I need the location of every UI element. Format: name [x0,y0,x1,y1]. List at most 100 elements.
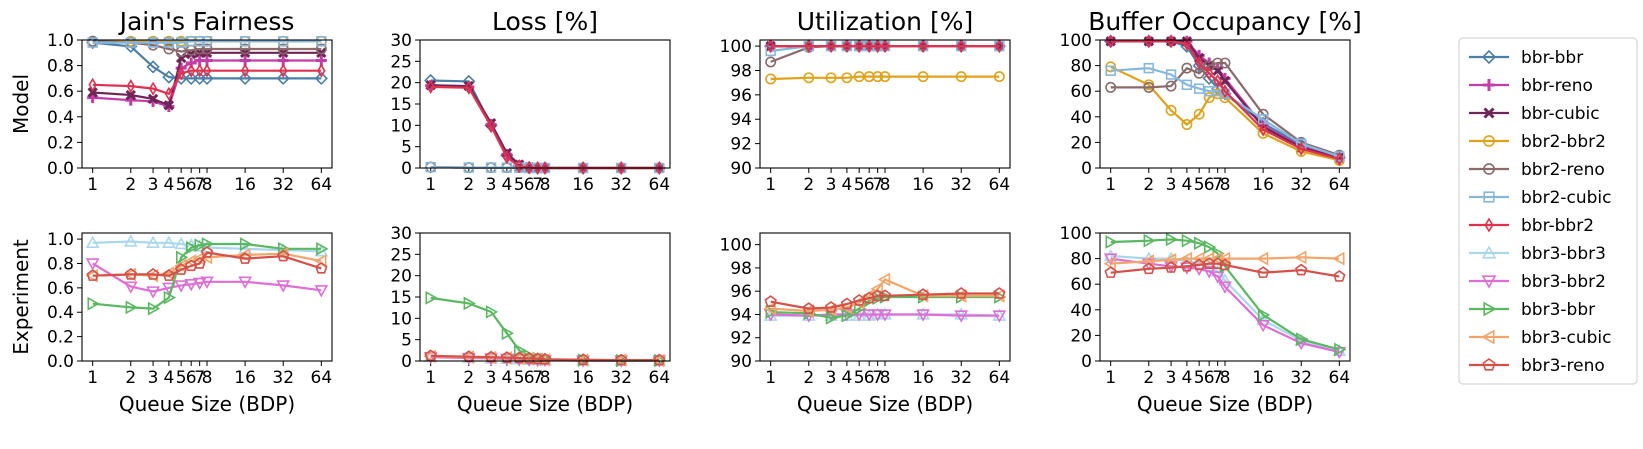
x-tick-label: 8 [1220,368,1231,388]
data-point [1332,346,1347,360]
series-line [92,40,322,44]
legend-label: bbr3-bbr [1521,300,1595,320]
x-tick-label: 3 [486,368,497,388]
y-tick-label: 1.0 [47,31,74,51]
data-point [175,250,189,265]
x-tick-label: 3 [1166,175,1177,195]
data-point [146,267,160,280]
data-point [841,308,855,323]
series-bbr-cubic [425,80,665,174]
series-line [770,295,1000,320]
data-point [1258,122,1268,137]
y-tick-label: 100 [1060,224,1092,244]
series-bbr2-bbr2 [765,71,1005,85]
x-tick-label: 32 [950,368,972,388]
y-tick-label: 20 [1070,133,1092,153]
x-tick-label: 4 [1181,368,1192,388]
legend-entry-bbr3-bbr2: bbr3-bbr2 [1469,272,1606,292]
x-tick-label: 1 [765,368,776,388]
data-point [1104,266,1117,278]
data-point [1105,81,1117,93]
data-point [1165,104,1177,116]
data-point [194,36,205,47]
series-bbr-bbr2 [88,63,326,101]
x-tick-label: 2 [463,175,474,195]
subplot-model-4: Buffer Occupancy [%] 0 20 40 60 80 100 1 2 3 4 5 678… [1060,7,1362,195]
data-point [147,301,161,316]
x-tick-label: 32 [610,368,632,388]
x-tick-label: 6 [186,175,197,195]
data-point [1212,57,1224,69]
x-tick-label: 6 [524,175,535,195]
x-tick-label: 4 [841,368,852,388]
row-label: Experiment [9,239,33,355]
data-point [1105,65,1116,76]
legend-marker [1483,191,1495,203]
data-point [463,296,476,311]
series-line [92,242,322,310]
x-tick-label: 32 [1290,175,1312,195]
x-tick-label: 8 [880,175,891,195]
legend-entry-bbr-reno: bbr-reno [1469,76,1593,96]
y-tick-label: 0.6 [47,279,74,299]
x-tick-label: 32 [610,175,632,195]
data-point [825,311,839,325]
y-tick-label: 15 [390,95,412,115]
data-point [873,39,882,54]
data-point [992,310,1007,323]
data-point [146,60,160,74]
y-tick-label: 90 [730,159,752,179]
legend: bbr-bbr bbr-reno bbr-cubic bbr2-bbr2 bbr2-re… [1458,37,1638,385]
data-point [764,295,777,307]
data-point [1105,36,1116,47]
data-point [1256,266,1270,278]
data-point [1256,319,1270,333]
x-tick-label: 64 [989,368,1011,388]
data-point [877,272,891,287]
data-point [1181,119,1193,130]
y-tick-label: 20 [390,267,412,287]
data-point [852,294,866,306]
data-point [426,79,435,94]
subplot-experiment-4: 0 20 40 60 80 100 1 2 3 4 5 678 16 32 64 Queue Size (BD… [1060,224,1351,416]
y-tick-label: 0 [401,352,412,372]
y-tick-label: 10 [390,116,412,136]
x-tick-label: 2 [1143,368,1154,388]
data-point [85,235,100,248]
x-tick-label: 16 [912,368,934,388]
data-point [123,234,138,247]
data-point [1213,73,1222,89]
data-point [615,353,628,366]
data-point [804,39,814,54]
x-tick-label: 6 [524,368,535,388]
legend-marker [1481,275,1497,289]
series-line [92,40,322,53]
series-bbr3-reno [1104,257,1346,282]
data-point [87,37,98,48]
x-tick-label: 16 [572,368,594,388]
x-tick-label: 4 [841,175,852,195]
data-point [1166,34,1176,49]
legend-entry-bbr2-cubic: bbr2-cubic [1469,188,1612,208]
data-point [540,160,550,176]
y-tick-label: 94 [730,305,752,325]
x-tick-label: 6 [1204,368,1215,388]
x-axis-label: Queue Size (BDP) [457,392,633,416]
y-tick-label: 40 [1070,108,1092,128]
data-point [201,43,213,55]
data-point [765,45,776,57]
x-tick-label: 16 [234,175,256,195]
data-point [1219,57,1231,69]
x-tick-label: 4 [1181,175,1192,195]
y-tick-label: 0.2 [47,133,74,153]
data-point [87,296,100,311]
data-point [238,252,252,264]
data-point [1194,55,1204,71]
legend-entry-bbr3-bbr3: bbr3-bbr3 [1469,244,1606,264]
series-line [430,84,660,170]
x-tick-label: 64 [1329,175,1351,195]
data-point [200,71,214,86]
axes-frame [419,232,671,362]
data-point [533,160,542,176]
legend-label: bbr2-cubic [1521,188,1612,208]
